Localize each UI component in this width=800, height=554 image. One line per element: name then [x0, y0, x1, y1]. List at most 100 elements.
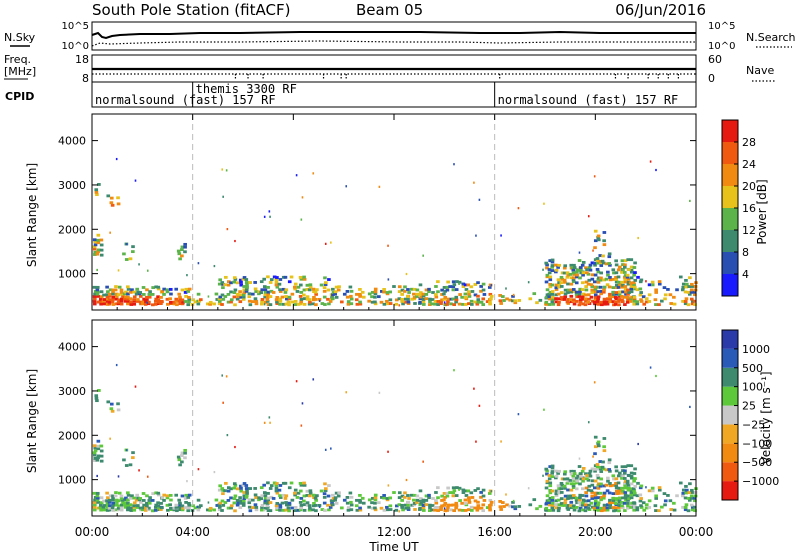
velocity-cell: [596, 441, 600, 445]
velocity-cell: [623, 486, 628, 490]
velocity-cell: [611, 506, 616, 510]
power-cell: [454, 300, 458, 304]
power-cell: [263, 300, 268, 304]
velocity-cell: [418, 506, 422, 510]
velocity-cell: [242, 494, 247, 498]
velocity-cell: [135, 493, 139, 497]
power-cell: [623, 274, 628, 277]
power-cell: [538, 298, 543, 302]
velocity-cell: [404, 506, 408, 510]
velocity-cell: [451, 503, 455, 507]
power-cell: [639, 299, 644, 303]
power-cell: [151, 286, 155, 289]
power-cell: [242, 288, 247, 292]
velocity-cell: [629, 493, 634, 497]
velocity-cell: [586, 488, 591, 492]
colorbar-tick-label: 500: [742, 362, 763, 375]
velocity-cell: [692, 505, 697, 509]
power-cell: [128, 257, 133, 261]
velocity-cell: [614, 484, 618, 487]
velocity-cell: [550, 501, 555, 505]
velocity-cell: [126, 498, 130, 502]
velocity-cell: [592, 467, 597, 471]
power-cell: [105, 295, 110, 299]
power-cell: [611, 290, 615, 294]
velocity-cell: [448, 491, 452, 494]
velocity-cell: [142, 499, 146, 502]
power-cell: [126, 299, 130, 303]
power-cell: [693, 303, 697, 307]
power-cell: [631, 281, 636, 285]
power-cell: [272, 275, 277, 279]
power-cell: [598, 254, 603, 257]
velocity-cell: [593, 499, 598, 503]
power-cell: [689, 288, 694, 292]
velocity-cell: [208, 508, 212, 512]
velocity-cell: [632, 479, 636, 483]
time-axis-label: Time UT: [368, 540, 419, 554]
power-cell: [569, 263, 574, 267]
power-cell: [148, 290, 152, 294]
power-cell: [566, 288, 571, 292]
velocity-cell: [132, 508, 137, 512]
power-cell: [672, 302, 677, 306]
power-cell: [687, 292, 692, 296]
velocity-cell: [184, 501, 188, 504]
velocity-cell: [618, 489, 622, 493]
velocity-cell: [145, 494, 149, 498]
velocity-cell: [283, 481, 288, 485]
power-cell: [550, 265, 555, 269]
power-cell: [207, 295, 210, 298]
power-cell: [404, 300, 408, 304]
power-cell: [241, 277, 246, 281]
velocity-cell: [690, 491, 695, 494]
power-cell: [547, 268, 552, 271]
velocity-cell: [111, 495, 115, 499]
velocity-cell: [590, 483, 595, 487]
power-cell: [475, 234, 477, 237]
velocity-cell: [358, 508, 363, 512]
power-cell: [463, 292, 468, 296]
velocity-cell: [478, 404, 481, 407]
velocity-cell: [488, 498, 493, 502]
power-cell: [602, 288, 606, 292]
velocity-cell: [596, 501, 601, 505]
velocity-cell: [681, 488, 686, 492]
velocity-cell: [266, 496, 271, 500]
power-cell: [178, 257, 182, 261]
power-cell: [581, 273, 585, 277]
power-cell: [614, 280, 619, 284]
velocity-cell: [92, 505, 97, 509]
power-cell: [445, 303, 449, 306]
velocity-cell: [174, 493, 179, 497]
power-cell: [596, 302, 601, 306]
power-cell: [278, 288, 282, 292]
power-cell: [124, 258, 129, 261]
power-cell: [269, 215, 271, 218]
velocity-cell: [145, 501, 149, 505]
velocity-cell: [647, 506, 652, 509]
velocity-cell: [386, 508, 390, 512]
power-cell: [623, 287, 628, 291]
power-cell: [602, 297, 607, 301]
velocity-cell: [544, 467, 549, 471]
nsearch-trace: [91, 40, 696, 47]
velocity-cell: [443, 501, 448, 505]
velocity-cell: [253, 503, 258, 507]
power-cell: [124, 295, 128, 299]
power-cell: [328, 299, 333, 303]
power-cell: [617, 293, 622, 297]
velocity-cell: [93, 449, 98, 453]
velocity-cell: [623, 481, 627, 485]
power-cell: [165, 288, 170, 292]
power-cell: [635, 300, 640, 304]
power-cell: [638, 280, 643, 284]
power-cell: [668, 293, 673, 297]
velocity-cell: [578, 482, 582, 486]
velocity-cell: [663, 503, 667, 507]
power-cell: [627, 268, 631, 271]
power-cell: [242, 285, 247, 288]
velocity-cell: [322, 501, 327, 505]
velocity-cell: [265, 504, 270, 508]
power-cell: [544, 300, 549, 304]
